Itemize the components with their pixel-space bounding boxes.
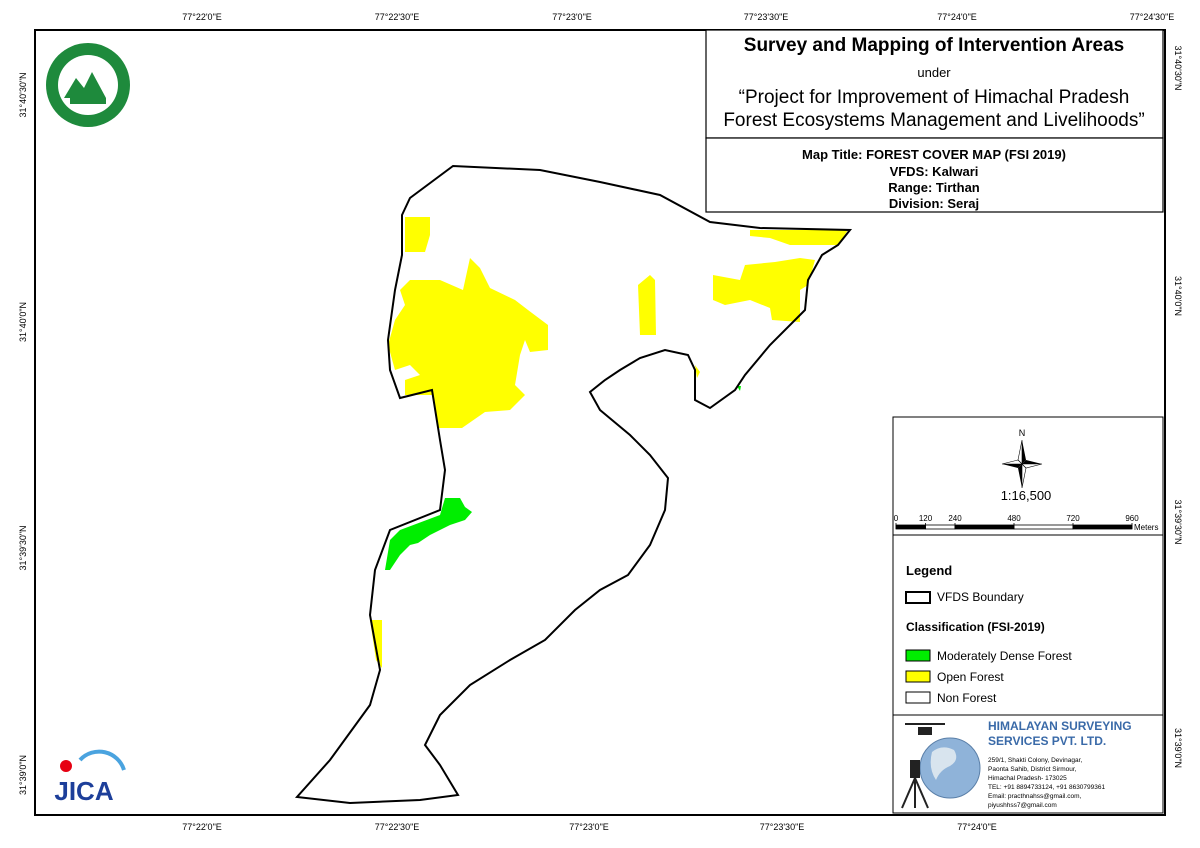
latitude-label: 31°39'30"N <box>1173 499 1183 544</box>
longitude-label: 77°23'0"E <box>569 822 609 832</box>
longitude-label: 77°23'30"E <box>760 822 805 832</box>
address-line: Himachal Pradesh- 173025 <box>988 775 1067 782</box>
subtitle: under <box>917 65 951 80</box>
north-arrow <box>1001 439 1043 489</box>
jica-text: JICA <box>54 776 113 806</box>
company-logo <box>901 723 981 809</box>
latitude-label: 31°39'0"N <box>18 755 28 795</box>
legend-label: VFDS Boundary <box>937 590 1024 604</box>
latitude-label: 31°39'30"N <box>18 525 28 570</box>
info-box <box>705 137 1164 213</box>
scale-tick-label: 120 <box>919 514 933 523</box>
open-forest-patch <box>388 258 548 428</box>
scale-unit: Meters <box>1134 523 1158 532</box>
scale-tick-label: 240 <box>948 514 962 523</box>
company-address: 259/1, Shakti Colony, Devinagar, Paonta S… <box>988 757 1105 809</box>
scale-tick-label: 0 <box>894 514 899 523</box>
legend-swatch <box>905 670 931 683</box>
title: Survey and Mapping of Intervention Areas <box>744 35 1124 56</box>
latitude-label: 31°39'0"N <box>1173 728 1183 768</box>
scale-tick-label: 480 <box>1007 514 1021 523</box>
title-box <box>705 29 1164 139</box>
address-line: 259/1, Shakti Colony, Devinagar, <box>988 757 1082 764</box>
legend-title: Legend <box>906 563 952 578</box>
address-line: piyushhss7@gmail.com <box>988 802 1057 809</box>
longitude-label: 77°24'0"E <box>957 822 997 832</box>
longitude-label: 77°23'0"E <box>552 12 592 22</box>
longitude-label: 77°22'30"E <box>375 822 420 832</box>
range: Range: Tirthan <box>888 180 980 195</box>
company-name: HIMALAYAN SURVEYING <box>988 719 1132 733</box>
latitude-label: 31°40'30"N <box>1173 45 1183 90</box>
scale-ratio: 1:16,500 <box>1001 488 1052 503</box>
longitude-label: 77°22'30"E <box>375 12 420 22</box>
address-line: TEL: +91 8894733124, +91 8630799361 <box>988 784 1105 791</box>
legend-label: Moderately Dense Forest <box>937 649 1072 663</box>
jica-logo: JICA <box>54 749 126 806</box>
scale-segment <box>1013 524 1074 530</box>
project-line: Forest Ecosystems Management and Livelih… <box>723 110 1144 131</box>
dense-forest-patch <box>385 498 472 570</box>
coordinate-labels: 77°22'0"E 77°22'30"E 77°23'0"E 77°23'30"E 77… <box>18 12 1183 832</box>
north-label: N <box>1019 428 1026 438</box>
division: Division: Seraj <box>889 196 979 211</box>
open-forest-patch <box>695 365 700 378</box>
legend-classes: Moderately Dense Forest Open Forest Non Fo… <box>905 649 1072 705</box>
open-forest-patch <box>405 217 430 252</box>
scale-segment <box>925 524 956 530</box>
longitude-label: 77°24'30"E <box>1130 12 1175 22</box>
open-forest-patch <box>638 275 656 335</box>
latitude-label: 31°40'0"N <box>18 302 28 342</box>
vfds-boundary <box>294 164 853 805</box>
longitude-label: 77°22'0"E <box>182 12 222 22</box>
company-name: SERVICES PVT. LTD. <box>988 734 1106 748</box>
legend-swatch <box>905 591 931 604</box>
legend-swatch <box>905 691 931 704</box>
scale-tick-label: 960 <box>1125 514 1139 523</box>
address-line: Email: practhnahss@gmail.com, <box>988 793 1081 800</box>
open-forest-patch <box>713 258 815 322</box>
longitude-label: 77°22'0"E <box>182 822 222 832</box>
longitude-label: 77°23'30"E <box>744 12 789 22</box>
map-layer <box>294 164 853 805</box>
longitude-label: 77°24'0"E <box>937 12 977 22</box>
address-line: Paonta Sahib, District Sirmour, <box>988 766 1077 773</box>
forest-dept-logo <box>46 43 130 127</box>
project-line: “Project for Improvement of Himachal Pra… <box>739 87 1130 108</box>
open-forest-patch <box>750 230 848 245</box>
legend-swatch <box>905 649 931 662</box>
legend-subtitle: Classification (FSI-2019) <box>906 620 1045 634</box>
vfds: VFDS: Kalwari <box>890 164 979 179</box>
latitude-label: 31°40'0"N <box>1173 276 1183 316</box>
scale-segment <box>954 524 1015 530</box>
scale-segment <box>895 524 926 530</box>
scale-segment <box>1072 524 1133 530</box>
scale-tick-label: 720 <box>1066 514 1080 523</box>
latitude-label: 31°40'30"N <box>18 72 28 117</box>
map-title: Map Title: FOREST COVER MAP (FSI 2019) <box>802 147 1066 162</box>
legend-label: Non Forest <box>937 691 997 705</box>
legend-label: Open Forest <box>937 670 1004 684</box>
